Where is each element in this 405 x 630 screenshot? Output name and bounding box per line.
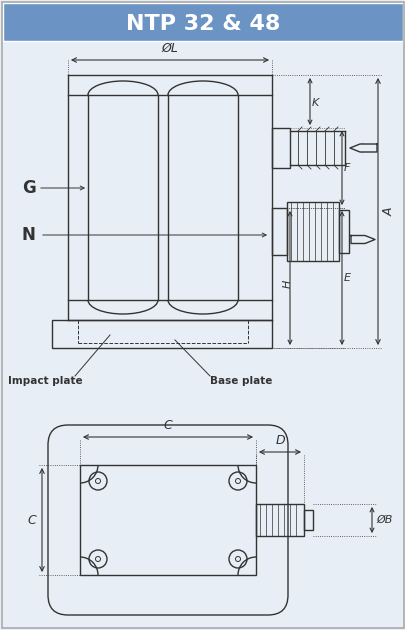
Text: A: A: [382, 207, 395, 215]
Bar: [256, 504, 303, 536]
Text: C: C: [163, 419, 172, 432]
Bar: [338, 210, 348, 253]
Text: Impact plate: Impact plate: [8, 376, 83, 386]
Text: Base plate: Base plate: [209, 376, 272, 386]
Text: ØL: ØL: [161, 42, 178, 55]
Text: N: N: [22, 226, 36, 244]
Text: C: C: [27, 513, 36, 527]
Text: G: G: [22, 179, 36, 197]
Text: NTP 32 & 48: NTP 32 & 48: [126, 14, 279, 34]
Polygon shape: [349, 144, 376, 152]
Text: K: K: [311, 98, 318, 108]
Text: D: D: [275, 434, 284, 447]
Text: H: H: [282, 280, 292, 288]
Text: E: E: [343, 273, 350, 283]
Polygon shape: [350, 236, 374, 244]
Bar: [271, 208, 286, 255]
Bar: [3, 3, 402, 41]
Bar: [303, 510, 312, 530]
Text: F: F: [343, 163, 350, 173]
Bar: [52, 320, 271, 348]
Text: ØB: ØB: [375, 515, 391, 525]
Bar: [80, 465, 256, 575]
Bar: [271, 128, 289, 168]
Bar: [286, 202, 338, 261]
